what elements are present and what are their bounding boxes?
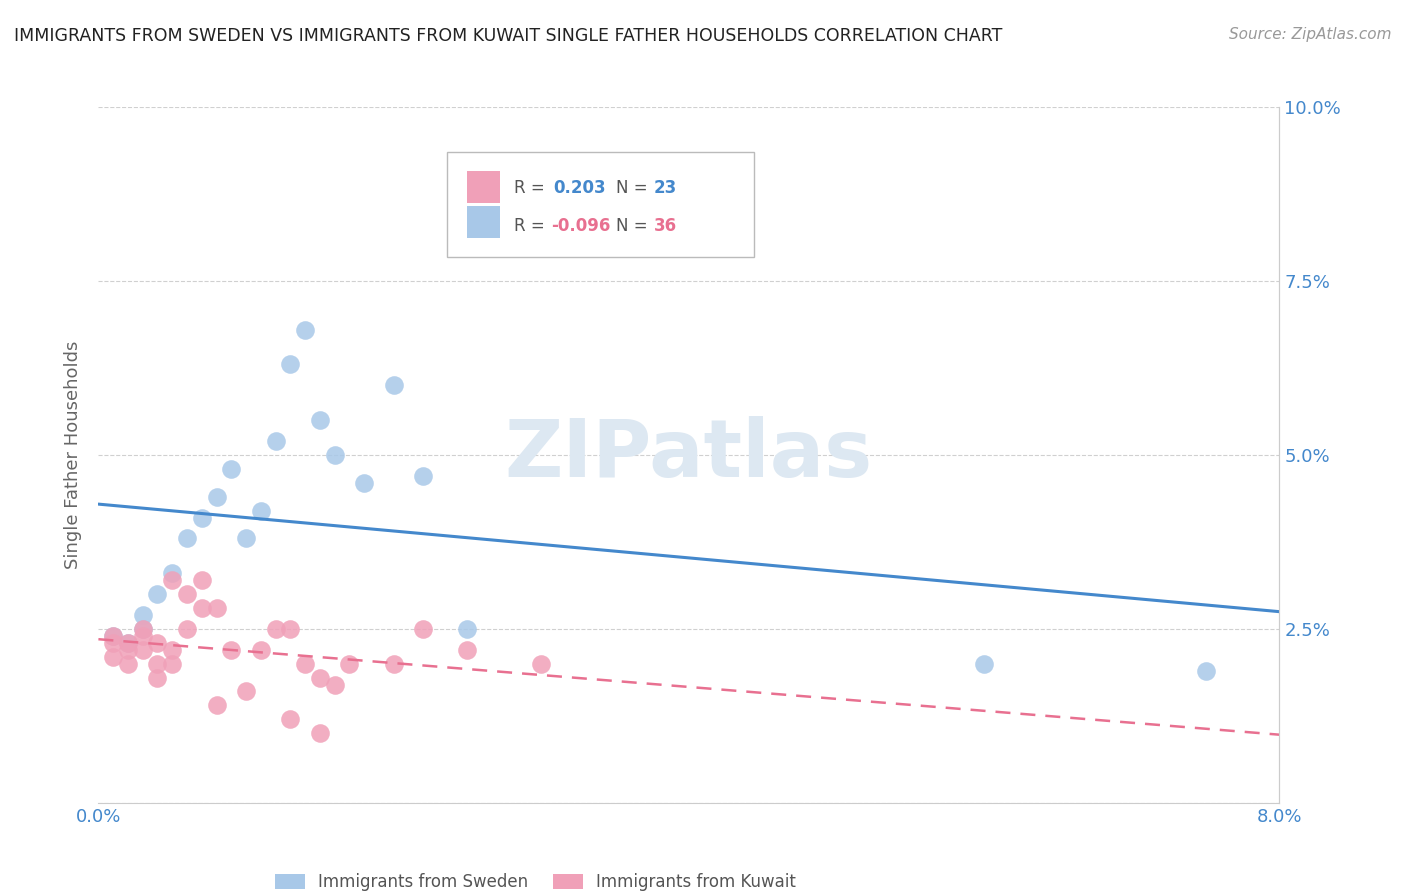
Point: [235, 684, 257, 698]
Point: [456, 642, 478, 657]
Point: [146, 636, 169, 650]
Y-axis label: Single Father Households: Single Father Households: [65, 341, 83, 569]
Point: [146, 671, 169, 685]
Bar: [467, 206, 501, 237]
Point: [103, 649, 125, 664]
Point: [250, 503, 273, 517]
Point: [205, 698, 228, 713]
Point: [219, 642, 242, 657]
Point: [973, 657, 995, 671]
Text: R =: R =: [515, 179, 550, 197]
Point: [162, 657, 183, 671]
Point: [146, 657, 169, 671]
Point: [530, 657, 553, 671]
Point: [353, 475, 375, 490]
Point: [132, 622, 155, 636]
FancyBboxPatch shape: [447, 153, 754, 257]
Point: [235, 532, 257, 546]
Point: [294, 657, 316, 671]
Point: [132, 622, 155, 636]
Point: [191, 601, 214, 615]
Point: [103, 636, 125, 650]
Point: [412, 468, 434, 483]
Text: 23: 23: [654, 179, 676, 197]
Point: [117, 657, 139, 671]
Bar: [467, 171, 501, 202]
Point: [308, 726, 332, 740]
Text: N =: N =: [616, 179, 652, 197]
Point: [117, 636, 139, 650]
Point: [103, 629, 125, 643]
Point: [1194, 664, 1216, 678]
Point: [382, 657, 405, 671]
Point: [146, 587, 169, 601]
Point: [191, 510, 214, 524]
Point: [264, 434, 287, 448]
Point: [250, 642, 273, 657]
Point: [278, 358, 302, 372]
Text: ZIPatlas: ZIPatlas: [505, 416, 873, 494]
Point: [205, 601, 228, 615]
Text: 36: 36: [654, 217, 676, 235]
Point: [176, 532, 198, 546]
Point: [323, 448, 346, 462]
Point: [412, 622, 434, 636]
Point: [219, 462, 242, 476]
Point: [278, 712, 302, 726]
Point: [308, 671, 332, 685]
Text: IMMIGRANTS FROM SWEDEN VS IMMIGRANTS FROM KUWAIT SINGLE FATHER HOUSEHOLDS CORREL: IMMIGRANTS FROM SWEDEN VS IMMIGRANTS FRO…: [14, 27, 1002, 45]
Point: [176, 587, 198, 601]
Point: [205, 490, 228, 504]
Point: [191, 573, 214, 587]
Point: [132, 642, 155, 657]
Point: [294, 323, 316, 337]
Point: [337, 657, 360, 671]
Point: [162, 566, 183, 581]
Point: [132, 629, 155, 643]
Legend: Immigrants from Sweden, Immigrants from Kuwait: Immigrants from Sweden, Immigrants from …: [269, 867, 803, 892]
Point: [162, 642, 183, 657]
Point: [117, 642, 139, 657]
Text: -0.096: -0.096: [551, 217, 610, 235]
Point: [278, 622, 302, 636]
Text: R =: R =: [515, 217, 550, 235]
Point: [264, 622, 287, 636]
Text: N =: N =: [616, 217, 652, 235]
Point: [308, 413, 332, 427]
Point: [132, 607, 155, 622]
Point: [162, 573, 183, 587]
Point: [117, 636, 139, 650]
Text: 0.203: 0.203: [553, 179, 606, 197]
Point: [103, 629, 125, 643]
Point: [176, 622, 198, 636]
Point: [456, 622, 478, 636]
Point: [323, 677, 346, 691]
Point: [382, 378, 405, 392]
Text: Source: ZipAtlas.com: Source: ZipAtlas.com: [1229, 27, 1392, 42]
